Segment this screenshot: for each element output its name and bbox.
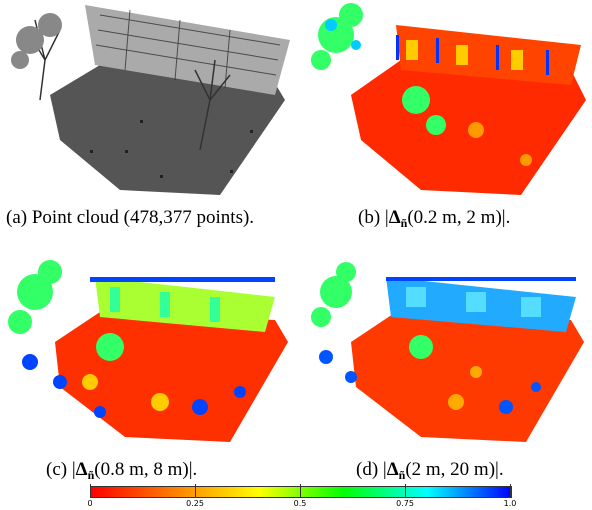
- caption-c-delta: Δ: [75, 459, 88, 480]
- colorbar-tick-label: 0.5: [293, 499, 307, 508]
- colorbar-tick-mark: [195, 484, 196, 498]
- colorbar-tick-label: 0.25: [186, 499, 204, 508]
- caption-b-subscript: ñ: [400, 216, 408, 230]
- caption-c-args: (0.8 m, 8 m): [94, 459, 189, 480]
- caption-c-subscript: ñ: [87, 468, 95, 482]
- measure-map-b-image: [311, 3, 586, 195]
- colorbar-tick-mark: [405, 484, 406, 498]
- caption-a: (a) Point cloud (478,377 points).: [6, 206, 254, 230]
- panel-b-measure-map: [296, 0, 592, 200]
- caption-c-label: (c): [46, 459, 68, 480]
- caption-d: (d) |Δñ(2 m, 20 m)|.: [356, 459, 504, 482]
- caption-b-label: (b): [358, 207, 381, 228]
- colorbar-tick-label: 0: [87, 499, 93, 508]
- panel-c-measure-map: [0, 242, 296, 442]
- measure-map-d-image: [311, 262, 584, 442]
- caption-b-args: (0.2 m, 2 m): [407, 207, 502, 228]
- colorbar-tick-mark: [510, 484, 511, 498]
- point-cloud-gray-image: [11, 5, 290, 195]
- panel-a-point-cloud: [0, 0, 296, 200]
- caption-a-text: Point cloud (478,377 points).: [31, 207, 255, 228]
- measure-map-c-image: [8, 260, 288, 442]
- caption-b: (b) |Δñ(0.2 m, 2 m)|.: [358, 207, 511, 230]
- colorbar: [90, 486, 512, 498]
- caption-c: (c) |Δñ(0.8 m, 8 m)|.: [46, 459, 198, 482]
- caption-d-delta: Δ: [386, 459, 399, 480]
- panel-d-measure-map: [296, 242, 592, 442]
- colorbar-tick-mark: [90, 484, 91, 498]
- colorbar-tick-mark: [300, 484, 301, 498]
- colorbar-tick-label: 1.0: [503, 499, 517, 508]
- colorbar-tick-label: 0.75: [396, 499, 414, 508]
- caption-a-label: (a): [6, 207, 28, 228]
- caption-b-delta: Δ: [388, 207, 401, 228]
- caption-d-label: (d): [356, 459, 379, 480]
- caption-d-args: (2 m, 20 m): [405, 459, 496, 480]
- caption-d-subscript: ñ: [398, 468, 406, 482]
